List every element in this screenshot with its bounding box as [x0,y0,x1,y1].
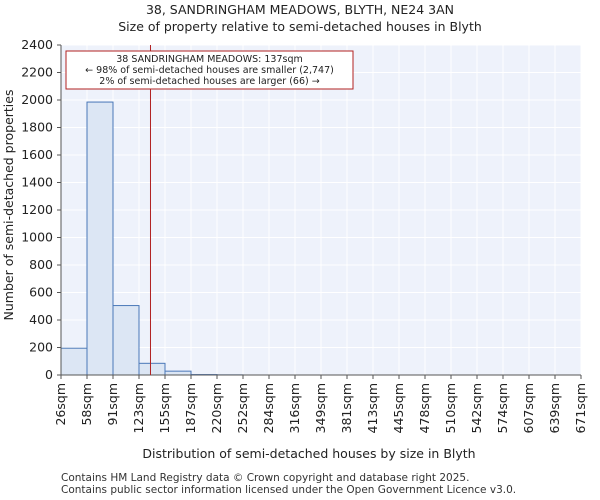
histogram-bar [112,305,140,376]
chart-title: Size of property relative to semi-detach… [118,19,482,34]
x-tick-label: 349sqm [313,383,328,433]
annotation-line-2: ← 98% of semi-detached houses are smalle… [85,65,334,76]
x-tick-label: 445sqm [391,383,406,433]
x-tick-label: 58sqm [79,383,94,426]
x-tick-label: 252sqm [235,383,250,433]
x-tick-label: 671sqm [573,383,588,433]
x-tick-label: 316sqm [287,383,302,433]
histogram-bar [164,370,192,376]
histogram-bar [138,362,166,376]
x-tick-label: 155sqm [157,383,172,433]
y-tick-label: 400 [29,312,53,327]
y-tick-label: 200 [29,340,53,355]
y-tick-label: 1400 [21,175,53,190]
y-tick-label: 1800 [21,120,53,135]
y-tick-label: 1600 [21,147,53,162]
y-tick-label: 600 [29,285,53,300]
histogram-bar [60,347,88,376]
x-tick-label: 26sqm [53,383,68,426]
y-tick-label: 0 [45,367,53,382]
x-axis-title: Distribution of semi-detached houses by … [142,446,475,461]
footer-licence: Contains public sector information licen… [61,484,517,496]
y-tick-label: 2000 [21,92,53,107]
y-tick-label: 1000 [21,230,53,245]
x-tick-label: 478sqm [417,383,432,433]
y-tick-label: 800 [29,257,53,272]
x-tick-label: 607sqm [521,383,536,433]
footer-copyright: Contains HM Land Registry data © Crown c… [61,472,470,484]
y-axis-title: Number of semi-detached properties [1,90,16,321]
x-tick-label: 284sqm [261,383,276,433]
x-tick-label: 574sqm [495,383,510,433]
x-tick-label: 639sqm [547,383,562,433]
x-tick-label: 413sqm [365,383,380,433]
annotation-line-1: 38 SANDRINGHAM MEADOWS: 137sqm [116,54,302,65]
y-tick-label: 1200 [21,202,53,217]
chart-title-address: 38, SANDRINGHAM MEADOWS, BLYTH, NE24 3AN [145,2,455,17]
histogram-bar [86,101,114,376]
annotation-box [65,50,354,90]
x-tick-label: 542sqm [469,383,484,433]
x-tick-label: 123sqm [131,383,146,433]
y-tick-label: 2200 [21,65,53,80]
x-tick-label: 91sqm [105,383,120,426]
x-tick-label: 510sqm [443,383,458,433]
x-tick-label: 381sqm [339,383,354,433]
x-tick-label: 220sqm [209,383,224,433]
annotation-line-3: 2% of semi-detached houses are larger (6… [99,76,319,87]
y-tick-label: 2400 [21,37,53,52]
x-tick-label: 187sqm [183,383,198,433]
